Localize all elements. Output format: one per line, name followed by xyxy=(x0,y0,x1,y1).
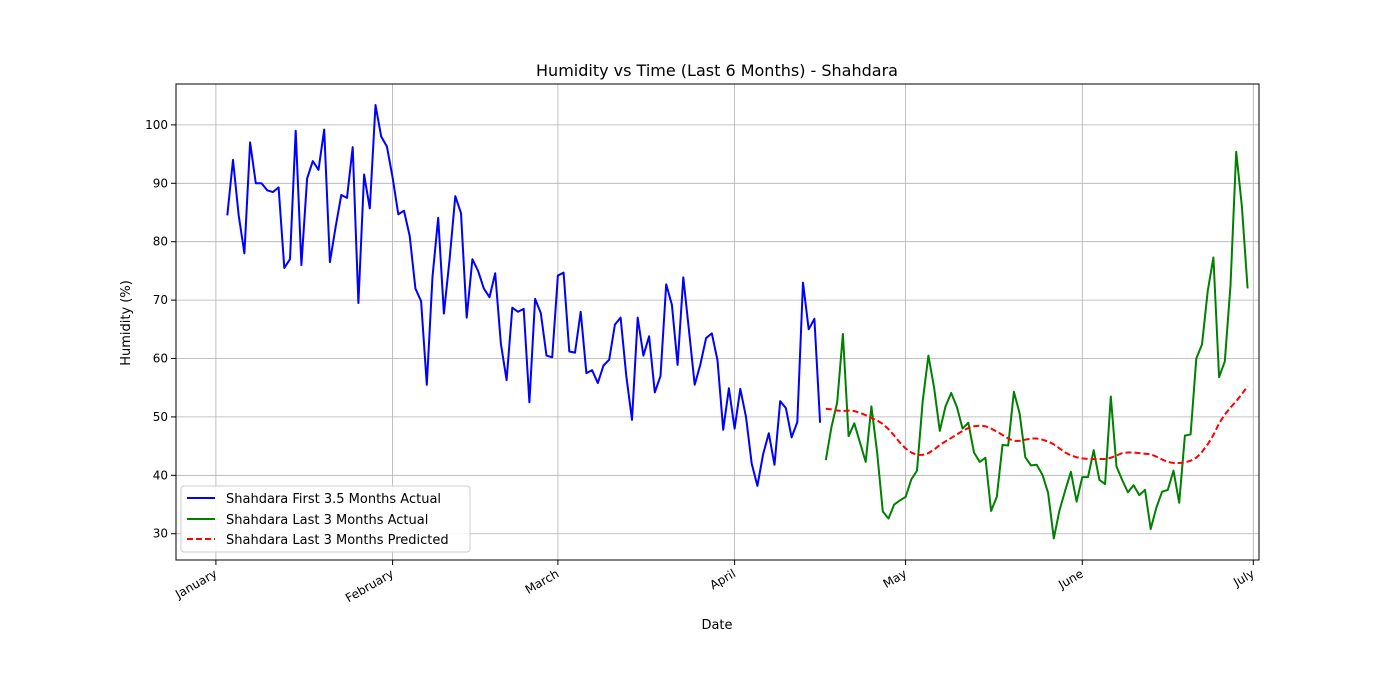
y-axis-label: Humidity (%) xyxy=(119,280,134,366)
y-tick-label: 50 xyxy=(153,410,168,424)
legend-label-last-actual: Shahdara Last 3 Months Actual xyxy=(226,513,428,528)
plot-frame xyxy=(175,83,1260,561)
legend-label-first-actual: Shahdara First 3.5 Months Actual xyxy=(226,492,441,507)
chart-title: Humidity vs Time (Last 6 Months) - Shahd… xyxy=(536,61,898,80)
y-tick-label: 80 xyxy=(153,235,168,249)
y-tick-label: 40 xyxy=(153,468,168,482)
series-group xyxy=(226,104,1249,540)
legend: Shahdara First 3.5 Months Actual Shahdar… xyxy=(180,485,471,553)
series-line-predicted xyxy=(825,385,1249,465)
legend-box xyxy=(180,485,471,553)
y-tick-label: 90 xyxy=(153,176,168,190)
legend-label-predicted: Shahdara Last 3 Months Predicted xyxy=(226,533,449,548)
y-tick-label: 60 xyxy=(153,352,168,366)
series-line-last-actual xyxy=(824,150,1249,540)
y-tick-label: 70 xyxy=(153,293,168,307)
y-axis-ticks: 30 40 50 60 70 80 90 100 xyxy=(145,118,176,541)
series-line-first-actual xyxy=(226,104,822,487)
x-axis-label: Date xyxy=(701,618,732,633)
y-tick-label: 100 xyxy=(145,118,168,132)
y-tick-label: 30 xyxy=(153,527,168,541)
